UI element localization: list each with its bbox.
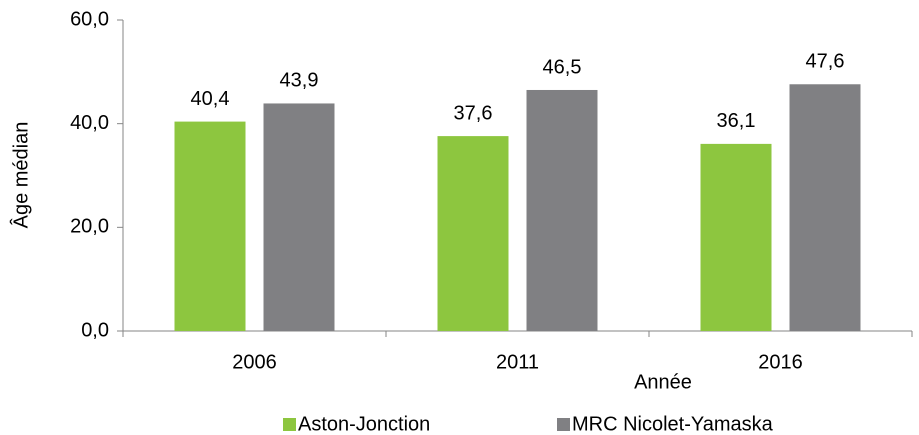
legend-label: Aston-Jonction <box>298 413 430 435</box>
x-tick-label: 2011 <box>496 351 539 373</box>
value-label: 46,5 <box>543 56 582 78</box>
bar <box>700 143 772 331</box>
y-tick-label: 20,0 <box>70 216 109 238</box>
legend-swatch <box>557 418 570 431</box>
bar <box>263 103 335 332</box>
bar <box>437 136 509 331</box>
x-tick-label: 2016 <box>758 351 803 373</box>
value-label: 47,6 <box>806 51 845 73</box>
x-tick-label: 2006 <box>232 351 277 373</box>
x-axis-label: Année <box>634 371 692 393</box>
value-label: 40,4 <box>191 88 230 110</box>
bar <box>789 84 861 331</box>
value-label: 36,1 <box>717 110 756 132</box>
bar <box>526 89 598 331</box>
y-tick-label: 40,0 <box>70 112 109 134</box>
y-axis-label: Âge médian <box>9 122 32 229</box>
bar <box>174 121 246 332</box>
y-tick-label: 60,0 <box>70 8 109 30</box>
legend-swatch <box>283 418 296 431</box>
y-tick-label: 0,0 <box>81 319 109 341</box>
legend-label: MRC Nicolet-Yamaska <box>572 413 774 435</box>
value-label: 37,6 <box>454 102 493 124</box>
value-label: 43,9 <box>280 70 319 92</box>
